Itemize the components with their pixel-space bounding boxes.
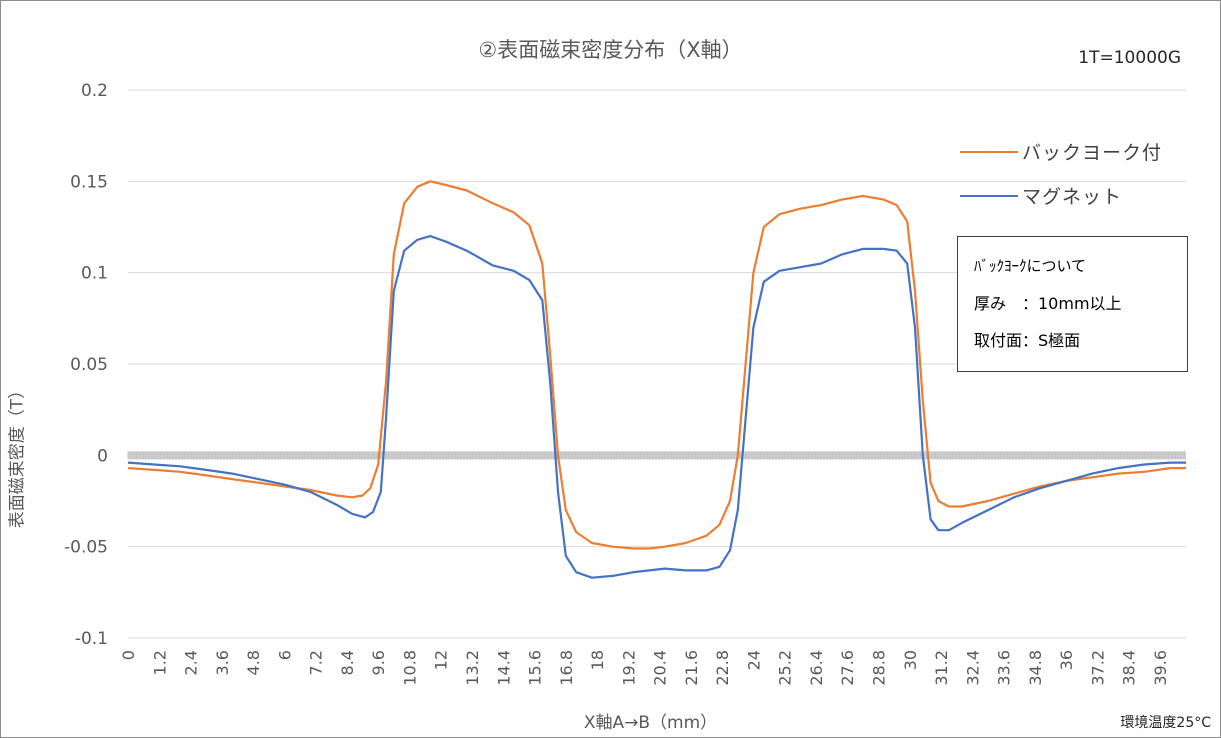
legend-swatch-magnet (960, 194, 1018, 197)
x-tick-label: 37.2 (1088, 650, 1107, 686)
x-tick-label: 28.8 (870, 650, 889, 686)
x-tick-label: 27.6 (838, 650, 857, 686)
note-mounting-face: 取付面：S極面 (974, 331, 1081, 350)
x-tick-label: 18 (588, 650, 607, 670)
note-heading: ﾊﾞｯｸﾖｰｸについて (974, 257, 1087, 275)
x-tick-label: 26.4 (807, 650, 826, 686)
x-tick-label: 3.6 (213, 650, 232, 675)
unit-conversion-note: 1T=10000G (1078, 48, 1181, 68)
chart-title: ②表面磁束密度分布（X軸） (478, 38, 743, 62)
x-tick-label: 19.2 (619, 650, 638, 686)
x-tick-label: 2.4 (182, 650, 201, 675)
x-tick-label: 16.8 (557, 650, 576, 686)
y-tick-label: -0.1 (75, 629, 108, 649)
x-tick-labels: 0 1.2 2.4 3.6 4.8 6 7.2 8.4 9.6 10.8 12 13.2 14.4 15.… (119, 650, 1170, 686)
note-thickness: 厚み ：10mm以上 (974, 294, 1122, 313)
x-tick-label: 4.8 (244, 650, 263, 675)
x-tick-label: 10.8 (400, 650, 419, 686)
x-tick-label: 21.6 (682, 650, 701, 686)
ambient-temperature-note: 環境温度25°C (1120, 715, 1211, 731)
x-tick-label: 13.2 (463, 650, 482, 686)
y-tick-label: 0.05 (70, 355, 108, 375)
series-line-magnet (127, 235, 1186, 579)
back-yoke-note-box: ﾊﾞｯｸﾖｰｸについて 厚み ：10mm以上 取付面：S極面 (957, 236, 1188, 372)
x-tick-label: 15.6 (526, 650, 545, 686)
legend-item-magnet: マグネット (960, 182, 1122, 209)
series-lines (127, 180, 1186, 579)
x-tick-label: 38.4 (1120, 650, 1139, 686)
x-axis-label: X軸A→B（mm） (583, 713, 718, 733)
legend-item-back-yoke: バックヨーク付 (960, 138, 1162, 165)
x-tick-label: 12 (432, 650, 451, 670)
x-tick-label: 24 (744, 650, 763, 670)
x-tick-label: 36 (1057, 650, 1076, 670)
y-axis-label: 表面磁束密度（T） (7, 381, 28, 529)
y-tick-label: -0.05 (64, 538, 108, 558)
x-tick-label: 7.2 (307, 650, 326, 675)
x-tick-label: 34.8 (1026, 650, 1045, 686)
y-tick-label: 0.15 (70, 172, 108, 192)
x-tick-label: 39.6 (1151, 650, 1170, 686)
x-tick-label: 33.6 (995, 650, 1014, 686)
legend-label-back-yoke: バックヨーク付 (1022, 142, 1163, 164)
x-tick-label: 30 (901, 650, 920, 670)
y-tick-label: 0.2 (81, 81, 108, 101)
y-tick-label: 0 (97, 446, 108, 466)
x-tick-label: 1.2 (150, 650, 169, 675)
y-tick-label: 0.1 (81, 264, 108, 284)
series-line-back-yoke (127, 180, 1186, 550)
x-tick-label: 9.6 (369, 650, 388, 675)
zero-band (127, 451, 1186, 460)
x-tick-label: 22.8 (713, 650, 732, 686)
zero-axis-band (128, 451, 1186, 460)
x-tick-label: 8.4 (338, 650, 357, 675)
x-tick-label: 20.4 (651, 650, 670, 686)
x-tick-label: 0 (119, 650, 138, 660)
legend-label-magnet: マグネット (1022, 186, 1123, 208)
x-tick-label: 31.2 (932, 650, 951, 686)
x-tick-label: 14.4 (494, 650, 513, 686)
legend-swatch-back-yoke (960, 150, 1018, 153)
x-tick-label: 6 (275, 650, 294, 660)
x-tick-label: 25.2 (776, 650, 795, 686)
y-tick-labels: 0.2 0.15 0.1 0.05 0 -0.05 -0.1 (64, 81, 108, 649)
x-tick-label: 32.4 (963, 650, 982, 686)
